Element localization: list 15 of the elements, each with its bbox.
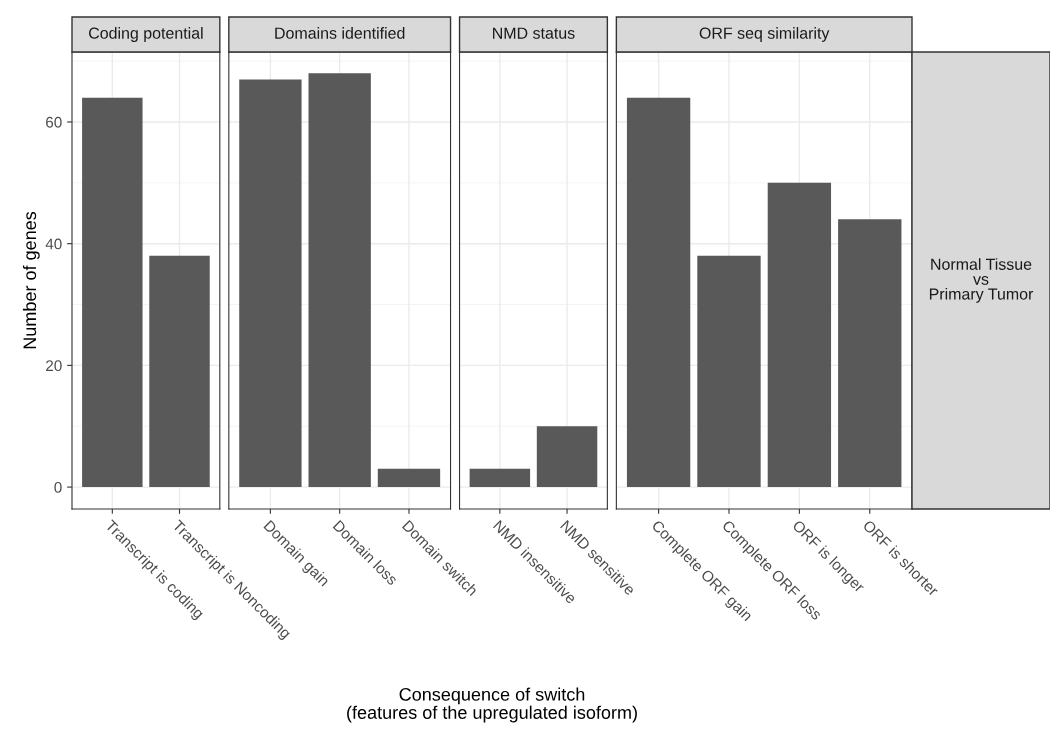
y-tick-label: 20 xyxy=(46,360,62,372)
text: Normal Tissue vs Primary Tumor xyxy=(929,258,1034,303)
chart-title: Coding potential xyxy=(89,27,203,42)
bar xyxy=(838,219,902,488)
y-tick-label: 60 xyxy=(46,116,62,128)
bar xyxy=(767,182,832,488)
y-tick-label: 0 xyxy=(54,481,62,493)
bar xyxy=(626,97,691,488)
chart-title: NMD status xyxy=(493,27,575,39)
y-tick-label: 40 xyxy=(45,238,62,250)
y-axis-title: Number of genes xyxy=(22,211,40,349)
bar xyxy=(697,255,761,488)
chart-title: Domains identified xyxy=(275,27,405,39)
x-axis-title: Consequence of switch (features of the upregulated isoform) xyxy=(347,687,637,723)
chart-title: ORF seq similarity xyxy=(699,27,830,42)
